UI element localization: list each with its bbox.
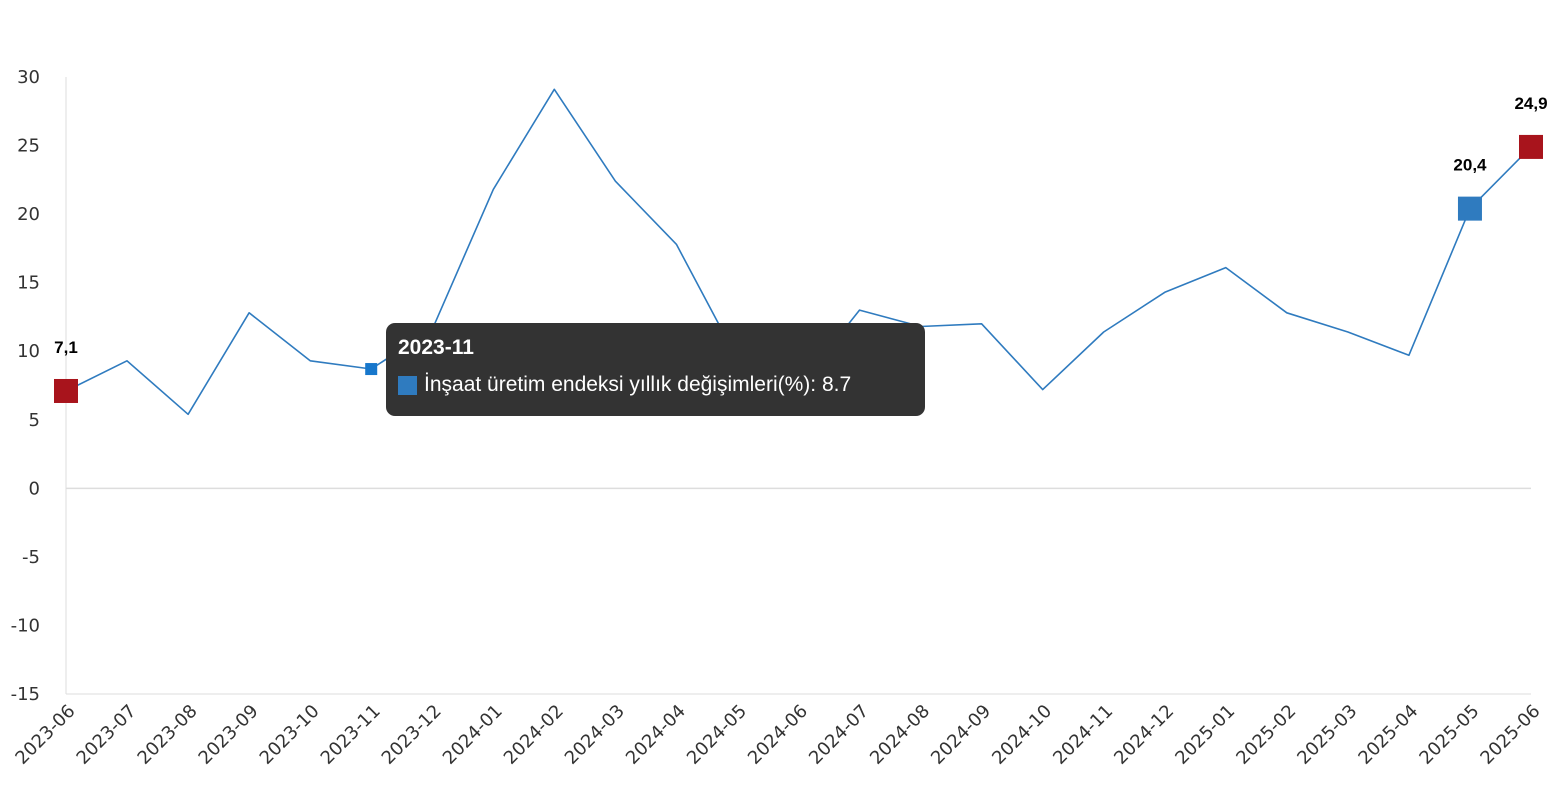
y-tick-label: -15 — [11, 684, 40, 705]
x-tick-label: 2023-07 — [73, 701, 141, 769]
x-tick-label: 2025-06 — [1476, 701, 1544, 769]
tooltip-series-swatch — [398, 375, 417, 395]
y-tick-label: 10 — [17, 341, 40, 362]
y-tick-label: -5 — [22, 547, 40, 568]
y-tick-label: 15 — [17, 273, 40, 294]
x-tick-label: 2024-07 — [805, 701, 873, 769]
x-tick-label: 2023-06 — [11, 701, 79, 769]
x-tick-label: 2024-05 — [683, 701, 751, 769]
x-tick-label: 2023-10 — [256, 701, 324, 769]
data-point-marker — [54, 378, 78, 403]
x-tick-label: 2024-06 — [744, 701, 812, 769]
y-tick-label: 20 — [17, 204, 40, 225]
data-label: 24,9 — [1514, 94, 1547, 113]
x-tick-label: 2024-04 — [622, 701, 690, 769]
chart-tooltip: 2023-11 İnşaat üretim endeksi yıllık değ… — [386, 323, 925, 416]
x-tick-label: 2023-09 — [195, 701, 263, 769]
y-axis: 30 25 20 15 10 5 0 -5 -10 -15 — [11, 67, 1531, 705]
x-tick-label: 2023-08 — [134, 701, 202, 769]
x-tick-label: 2024-02 — [500, 701, 568, 769]
y-tick-label: 0 — [29, 478, 40, 499]
x-tick-label: 2025-05 — [1415, 701, 1483, 769]
tooltip-row: İnşaat üretim endeksi yıllık değişimleri… — [398, 373, 913, 397]
x-tick-label: 2023-12 — [378, 701, 446, 769]
x-tick-label: 2025-01 — [1171, 701, 1239, 769]
x-tick-label: 2024-01 — [439, 701, 507, 769]
tooltip-text: İnşaat üretim endeksi yıllık değişimleri… — [424, 373, 852, 396]
x-tick-label: 2024-08 — [866, 701, 934, 769]
data-label: 20,4 — [1453, 156, 1487, 175]
tooltip-title: 2023-11 — [398, 336, 474, 359]
data-label: 7,1 — [54, 338, 78, 357]
hovered-point-marker — [365, 363, 378, 376]
data-label-group: 7,17,420,424,9 — [54, 94, 1547, 357]
data-point-marker — [1457, 196, 1482, 221]
x-axis: 2023-062023-072023-082023-092023-102023-… — [11, 693, 1545, 769]
x-tick-label: 2024-09 — [927, 701, 995, 769]
y-tick-label: 25 — [17, 136, 40, 157]
x-tick-label: 2024-11 — [1049, 701, 1117, 769]
x-tick-label: 2025-04 — [1354, 701, 1422, 769]
y-tick-label: 5 — [29, 410, 40, 431]
x-tick-label: 2024-12 — [1110, 701, 1178, 769]
x-tick-label: 2025-03 — [1293, 701, 1361, 769]
x-tick-label: 2023-11 — [317, 701, 385, 769]
data-point-marker — [1519, 134, 1543, 159]
x-tick-label: 2024-10 — [988, 701, 1056, 769]
y-tick-label: -10 — [11, 615, 40, 636]
x-tick-label: 2024-03 — [561, 701, 629, 769]
x-tick-label: 2025-02 — [1232, 701, 1300, 769]
y-tick-label: 30 — [17, 67, 40, 88]
